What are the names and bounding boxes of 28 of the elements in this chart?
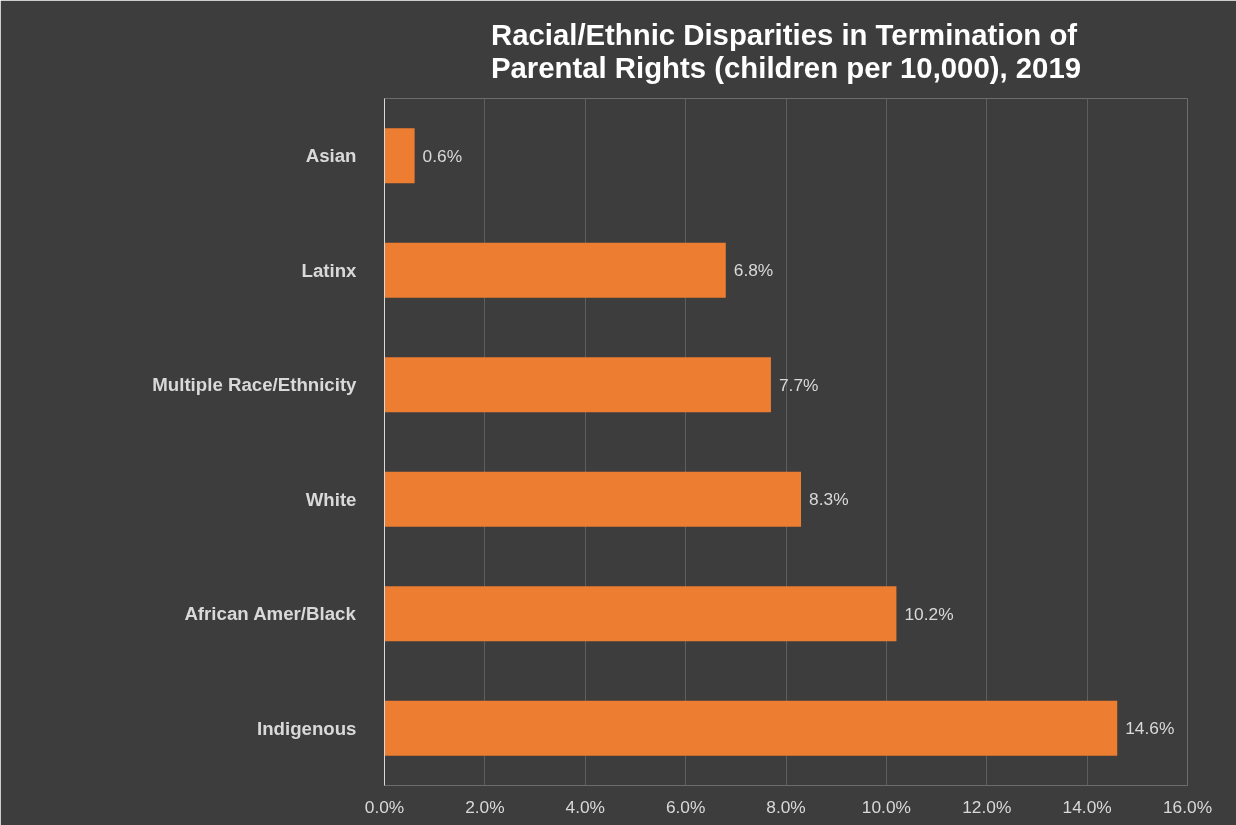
x-tick-label: 12.0% [962,796,1012,817]
x-tick-label: 10.0% [861,796,911,817]
bar [384,357,771,413]
y-tick-label: Asian [305,145,357,167]
bar [384,471,802,527]
x-tick-label: 2.0% [465,796,505,817]
data-label: 10.2% [904,603,954,624]
data-label: 14.6% [1125,718,1175,739]
data-label: 0.6% [422,145,463,166]
y-tick-label: Multiple Race/Ethnicity [152,374,358,396]
x-tick-label: 4.0% [565,796,605,817]
data-label: 7.7% [778,374,819,395]
bar [384,128,415,184]
x-tick-label: 0.0% [364,796,405,817]
x-tick-label: 6.0% [665,796,706,817]
y-tick-label: Indigenous [257,717,357,739]
x-tick-label: 16.0% [1162,796,1213,817]
bar [384,586,897,642]
bar [384,242,726,298]
x-tick-label: 8.0% [766,796,806,817]
chart-title: Racial/Ethnic Disparities in Termination of Parental Rights (children per 10,000), 2019 [490,17,1082,84]
y-tick-label: African Amer/Black [184,603,357,625]
y-tick-label: Latinx [301,259,358,281]
bar [384,700,1118,756]
y-tick-label: White [305,488,357,510]
x-tick-label: 14.0% [1062,796,1112,817]
data-label: 8.3% [809,489,849,510]
data-label: 6.8% [733,260,774,281]
